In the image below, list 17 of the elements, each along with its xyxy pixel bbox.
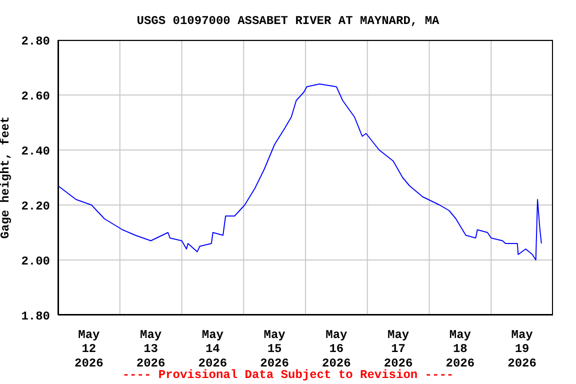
x-tick-label: May 17 2026 (384, 328, 413, 371)
y-tick-label: 2.60 (21, 89, 50, 104)
y-tick-label: 2.00 (21, 254, 50, 268)
y-tick-label: 2.80 (21, 34, 50, 48)
x-tick-label: May 19 2026 (508, 328, 536, 371)
x-tick-label: May 18 2026 (446, 328, 475, 371)
x-tick-label: May 12 2026 (74, 328, 104, 371)
x-tick-label: May 16 2026 (322, 328, 351, 371)
x-tick-label: May 14 2026 (198, 328, 228, 371)
y-tick-label: 2.40 (21, 144, 50, 158)
text: ---- Provisional Data Subject to Revision ---- (122, 368, 454, 382)
y-tick-label: 1.80 (21, 309, 50, 324)
chart-title: USGS 01097000 ASSABET RIVER AT MAYNARD, MA (136, 14, 440, 28)
x-tick-label: May 13 2026 (136, 328, 166, 371)
y-tick-label: 2.20 (21, 199, 50, 214)
x-tick-label: May 15 2026 (260, 328, 289, 371)
line-series (58, 84, 542, 260)
